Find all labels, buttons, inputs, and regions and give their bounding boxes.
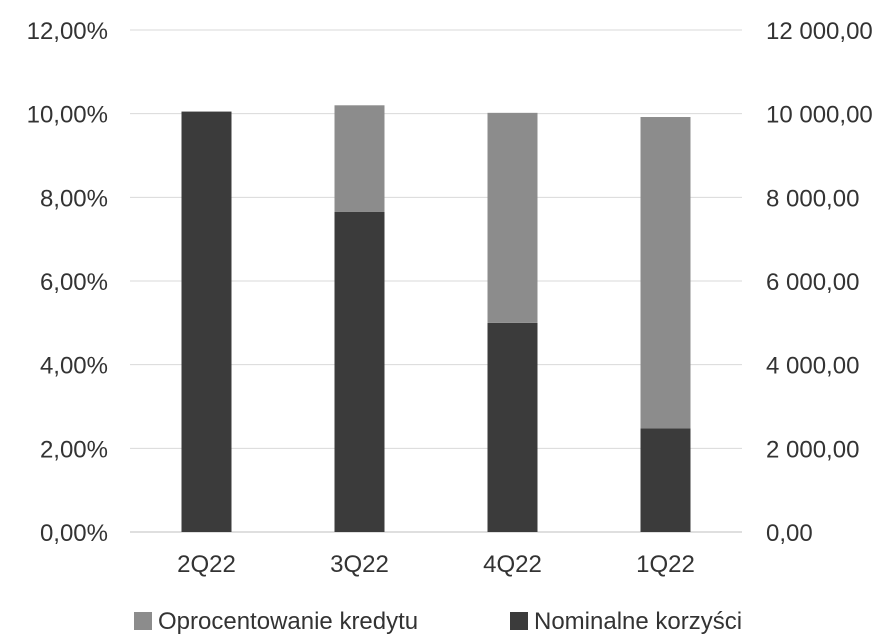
right-tick-label: 4 000,00	[766, 353, 859, 380]
right-tick-label: 10 000,00	[766, 102, 873, 129]
category-label: 4Q22	[483, 551, 542, 578]
left-tick-label: 4,00%	[40, 353, 108, 380]
right-tick-label: 6 000,00	[766, 269, 859, 296]
left-tick-label: 12,00%	[27, 18, 108, 45]
right-tick-label: 2 000,00	[766, 436, 859, 463]
gridlines	[130, 29, 742, 533]
left-tick-label: 2,00%	[40, 436, 108, 463]
category-label: 3Q22	[330, 551, 389, 578]
category-labels: 2Q22 3Q22 4Q22 1Q22	[177, 551, 695, 578]
left-axis-ticks: 0,00% 2,00% 4,00% 6,00% 8,00% 10,00% 12,00%	[27, 18, 108, 547]
category-label: 2Q22	[177, 551, 236, 578]
legend: Oprocentowanie kredytu Nominalne korzyści	[134, 608, 742, 635]
legend-label: Oprocentowanie kredytu	[158, 608, 418, 635]
bar-1q22-series-0	[640, 428, 691, 532]
category-label: 1Q22	[636, 551, 695, 578]
left-tick-label: 6,00%	[40, 269, 108, 296]
legend-label: Nominalne korzyści	[534, 608, 742, 635]
bar-4q22-series-1	[487, 112, 538, 323]
left-tick-label: 0,00%	[40, 520, 108, 547]
right-tick-label: 8 000,00	[766, 185, 859, 212]
right-tick-label: 0,00	[766, 520, 813, 547]
right-axis-ticks: 0,00 2 000,00 4 000,00 6 000,00 8 000,00 10 0…	[766, 18, 873, 547]
bar-2q22-series-0	[181, 111, 232, 532]
bar-3q22-series-0	[334, 211, 385, 532]
bar-3q22-series-1	[334, 105, 385, 212]
left-tick-label: 8,00%	[40, 185, 108, 212]
left-tick-label: 10,00%	[27, 102, 108, 129]
bars	[181, 105, 691, 532]
bar-4q22-series-0	[487, 322, 538, 532]
right-tick-label: 12 000,00	[766, 18, 873, 45]
bar-1q22-series-1	[640, 117, 691, 429]
legend-swatch	[510, 612, 528, 630]
legend-swatch	[134, 612, 152, 630]
